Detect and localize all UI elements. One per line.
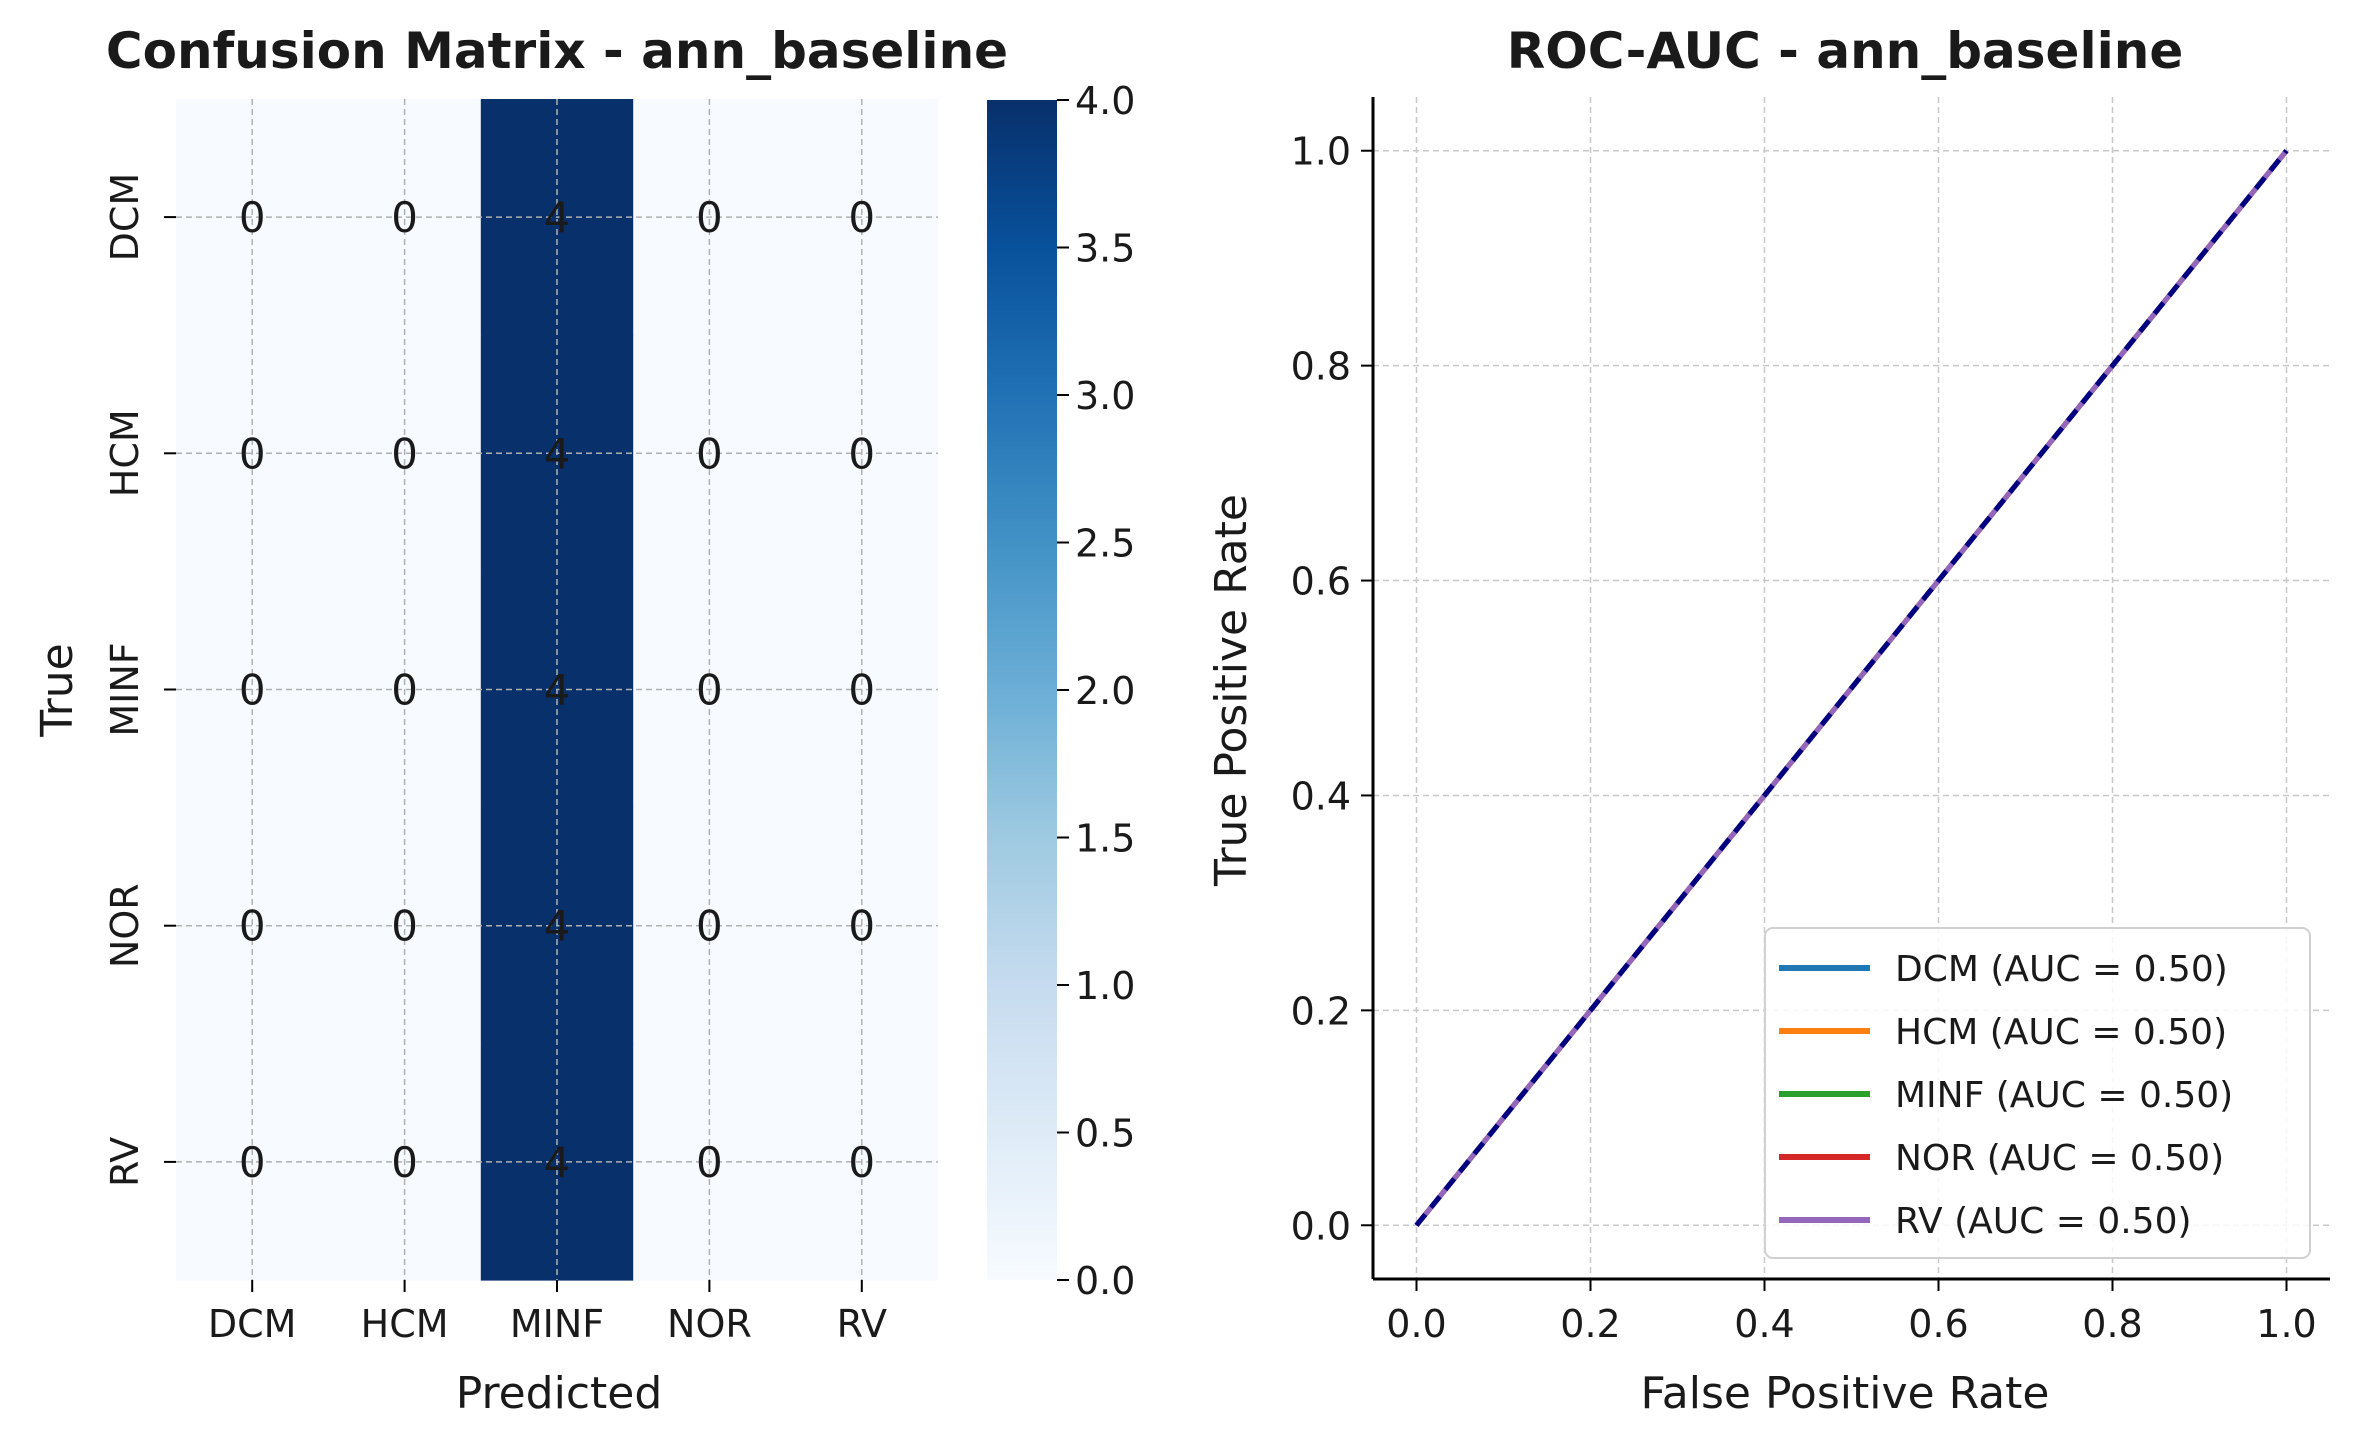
cm-cell-label: 0 xyxy=(696,429,723,478)
roc-title: ROC-AUC - ann_baseline xyxy=(1507,22,2184,80)
roc-y-tick-label: 0.0 xyxy=(1291,1204,1351,1248)
roc-legend-label: HCM (AUC = 0.50) xyxy=(1895,1012,2227,1053)
cm-x-tick-label: MINF xyxy=(510,1302,604,1346)
colorbar-tick-label: 1.5 xyxy=(1075,817,1135,861)
roc-legend-label: NOR (AUC = 0.50) xyxy=(1895,1138,2224,1179)
roc-legend-label: RV (AUC = 0.50) xyxy=(1895,1201,2192,1242)
cm-y-tick-label: NOR xyxy=(103,883,147,968)
roc-x-tick-label: 0.8 xyxy=(2082,1302,2142,1346)
roc-x-tick-label: 0.6 xyxy=(1908,1302,1968,1346)
cm-y-axis-label: True xyxy=(32,643,83,737)
cm-cell-label: 0 xyxy=(239,429,266,478)
roc-x-ticks: 0.0 0.2 0.4 0.6 0.8 1.0 xyxy=(1386,1279,2317,1346)
cm-cell-label: 0 xyxy=(391,666,418,715)
cm-cell-label: 4 xyxy=(544,666,571,715)
cm-cell-label: 0 xyxy=(848,666,875,715)
cm-grid xyxy=(176,99,938,1280)
cm-cell-label: 4 xyxy=(544,902,571,951)
cm-annotations: 0 0 4 0 0 0 0 4 0 0 0 0 4 0 0 0 0 4 0 0 0 0 4 0 0 xyxy=(239,193,875,1187)
cm-cell-label: 0 xyxy=(239,193,266,242)
cm-title: Confusion Matrix - ann_baseline xyxy=(106,22,1008,80)
cm-x-ticks: DCM HCM MINF NOR RV xyxy=(208,1280,887,1346)
roc-y-tick-label: 0.6 xyxy=(1291,560,1351,604)
cm-x-tick-label: HCM xyxy=(361,1302,449,1346)
roc-y-tick-label: 0.2 xyxy=(1291,989,1351,1033)
cm-cell-label: 0 xyxy=(848,902,875,951)
roc-reference-line xyxy=(1414,149,2289,1227)
colorbar xyxy=(987,100,1057,1280)
cm-x-axis-label: Predicted xyxy=(456,1368,663,1419)
cm-x-tick-label: NOR xyxy=(667,1302,752,1346)
colorbar-tick-label: 4.0 xyxy=(1075,79,1135,123)
roc-y-tick-label: 0.4 xyxy=(1291,774,1351,818)
cm-y-tick-label: DCM xyxy=(103,173,147,262)
cm-y-tick-label: HCM xyxy=(103,409,147,497)
cm-cell-label: 0 xyxy=(848,1138,875,1187)
cm-y-tick-label: MINF xyxy=(103,642,147,736)
roc-x-tick-label: 1.0 xyxy=(2256,1302,2316,1346)
roc-legend-box xyxy=(1764,927,2311,1259)
cm-cell-label: 0 xyxy=(391,902,418,951)
cm-cell-label: 0 xyxy=(848,429,875,478)
roc-legend-label: DCM (AUC = 0.50) xyxy=(1895,949,2228,990)
cm-cell-label: 0 xyxy=(391,429,418,478)
cm-cell-label: 4 xyxy=(544,429,571,478)
roc-legend: DCM (AUC = 0.50) HCM (AUC = 0.50) MINF (AU… xyxy=(1764,927,2311,1259)
roc-x-axis-label: False Positive Rate xyxy=(1641,1368,2050,1419)
colorbar-tick-label: 3.0 xyxy=(1075,374,1135,418)
roc-x-tick-label: 0.0 xyxy=(1386,1302,1446,1346)
colorbar-tick-label: 0.0 xyxy=(1075,1259,1135,1303)
colorbar-ticks: 0.0 0.5 1.0 1.5 2.0 2.5 3.0 3.5 4.0 xyxy=(1057,79,1135,1303)
cm-y-tick-label: RV xyxy=(103,1137,147,1187)
roc-series xyxy=(1414,149,2289,1227)
roc-y-axis-label: True Positive Rate xyxy=(1206,494,1257,887)
cm-y-ticks: DCM HCM MINF NOR RV xyxy=(103,173,176,1187)
cm-cell-label: 0 xyxy=(696,902,723,951)
colorbar-tick-label: 2.5 xyxy=(1075,522,1135,566)
cm-cell-label: 0 xyxy=(696,666,723,715)
roc-panel: ROC-AUC - ann_baseline 0.0 0.2 0.4 0.6 0.8 1.… xyxy=(1206,22,2330,1419)
cm-cell-label: 0 xyxy=(239,902,266,951)
cm-cell-label: 0 xyxy=(848,193,875,242)
cm-cell xyxy=(328,99,482,336)
cm-cell-label: 0 xyxy=(696,1138,723,1187)
cm-cell-label: 4 xyxy=(544,193,571,242)
cm-cell-label: 4 xyxy=(544,1138,571,1187)
roc-y-ticks: 0.0 0.2 0.4 0.6 0.8 1.0 xyxy=(1291,130,1373,1248)
cm-x-tick-label: RV xyxy=(837,1302,887,1346)
roc-axes xyxy=(1371,97,2330,1281)
cm-x-tick-label: DCM xyxy=(208,1302,297,1346)
colorbar-tick-label: 2.0 xyxy=(1075,669,1135,713)
colorbar-tick-label: 3.5 xyxy=(1075,227,1135,271)
roc-legend-label: MINF (AUC = 0.50) xyxy=(1895,1075,2233,1116)
cm-cell-label: 0 xyxy=(391,1138,418,1187)
colorbar-tick-label: 1.0 xyxy=(1075,964,1135,1008)
cm-cell-label: 0 xyxy=(239,1138,266,1187)
roc-x-tick-label: 0.4 xyxy=(1734,1302,1794,1346)
cm-cell-label: 0 xyxy=(696,193,723,242)
roc-y-tick-label: 0.8 xyxy=(1291,345,1351,389)
roc-x-tick-label: 0.2 xyxy=(1560,1302,1620,1346)
roc-y-tick-label: 1.0 xyxy=(1291,130,1351,174)
confusion-matrix-panel: Confusion Matrix - ann_baseline 0 0 4 0 0 0 0 4… xyxy=(32,22,1135,1419)
colorbar-tick-label: 0.5 xyxy=(1075,1112,1135,1156)
cm-cell-label: 0 xyxy=(239,666,266,715)
cm-cell-label: 0 xyxy=(391,193,418,242)
